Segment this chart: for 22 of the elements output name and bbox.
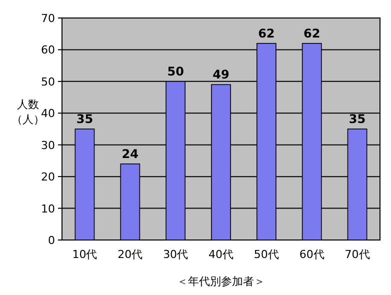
y-tick-label: 10 xyxy=(41,202,55,216)
y-tick-label: 70 xyxy=(41,12,55,25)
data-label: 24 xyxy=(122,146,138,161)
data-label: 62 xyxy=(258,26,275,40)
y-tick-label: 50 xyxy=(41,75,55,88)
data-label: 50 xyxy=(167,64,184,78)
x-tick-label: 10代 xyxy=(72,248,98,261)
x-tick-label: 50代 xyxy=(254,248,279,261)
x-tick-label: 60代 xyxy=(299,248,324,261)
x-axis-title: ＜年代別参加者＞ xyxy=(177,275,265,288)
y-tick-label: 60 xyxy=(41,44,55,57)
x-tick-label: 70代 xyxy=(344,248,370,261)
data-label: 62 xyxy=(304,26,320,40)
data-label: 35 xyxy=(348,112,366,126)
y-tick-label: 30 xyxy=(41,138,55,152)
x-tick-label: 30代 xyxy=(163,248,188,261)
x-tick-label: 40代 xyxy=(208,248,234,261)
data-label: 49 xyxy=(212,68,230,82)
x-tick-label: 20代 xyxy=(118,248,143,261)
y-tick-label: 20 xyxy=(41,170,55,184)
y-tick-label: 0 xyxy=(48,234,55,247)
data-label: 35 xyxy=(76,112,94,126)
